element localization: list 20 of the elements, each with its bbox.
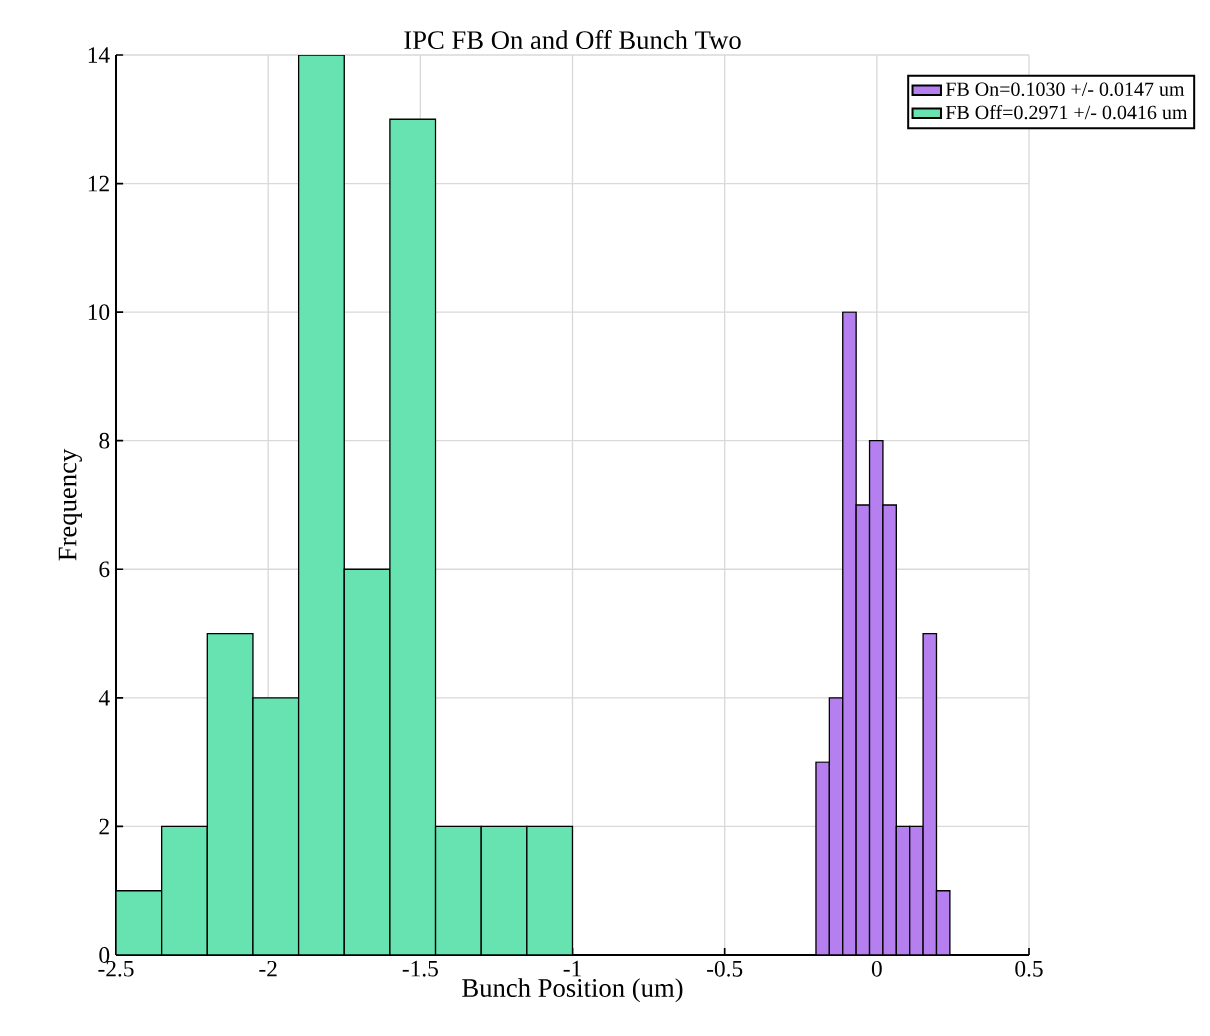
y-tick-label: 10 — [88, 304, 110, 321]
x-tick-label: -2.5 — [98, 960, 134, 977]
y-tick-label: 8 — [99, 432, 110, 449]
legend-label: FB Off=0.2971 +/- 0.0416 um — [945, 104, 1188, 120]
x-tick-label: 0 — [871, 960, 882, 977]
y-tick-label: 6 — [99, 561, 110, 578]
x-axis-title: Bunch Position (um) — [462, 978, 683, 1003]
x-tick-label: -2 — [259, 960, 277, 977]
x-tick-label: -1 — [563, 960, 581, 977]
x-tick-label: 0.5 — [1015, 960, 1043, 977]
x-tick-label: -1.5 — [402, 960, 438, 977]
y-tick-label: 14 — [88, 47, 110, 63]
chart-title: IPC FB On and Off Bunch Two — [404, 30, 741, 50]
legend-label: FB On=0.1030 +/- 0.0147 um — [945, 82, 1185, 97]
y-tick-label: 12 — [88, 175, 109, 192]
y-tick-label: 0 — [99, 947, 110, 963]
y-tick-label: 4 — [98, 690, 110, 706]
y-tick-label: 2 — [99, 818, 109, 835]
y-axis-title: Frequency — [58, 448, 82, 561]
x-tick-label: -0.5 — [707, 960, 743, 977]
